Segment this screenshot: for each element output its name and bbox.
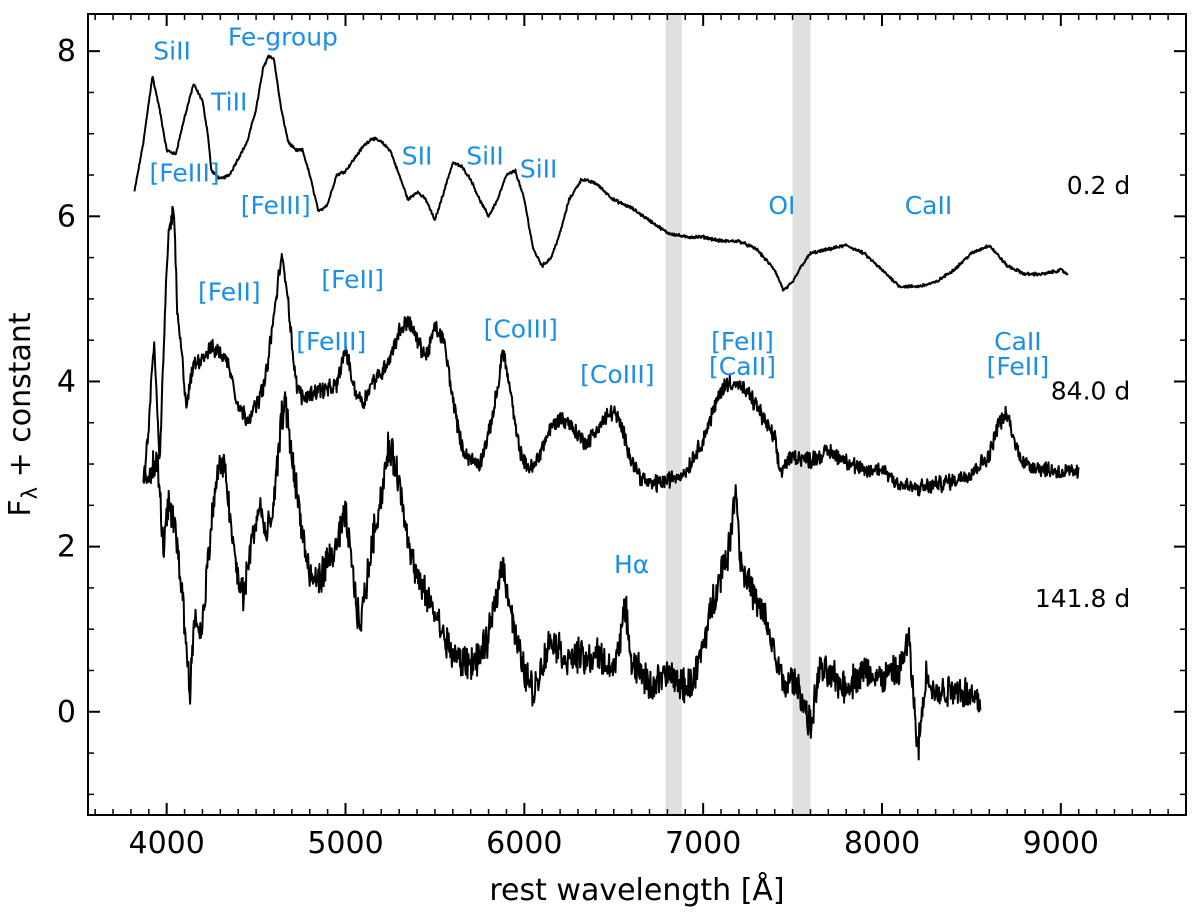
line-id-label: [FeII] — [987, 352, 1050, 381]
line-annotations: SiII Fe-group TiII [FeIII] [FeIII] SII SiII SiI… — [150, 22, 1050, 579]
line-id-label: Fe-group — [228, 22, 338, 51]
epoch-label: 84.0 d — [1051, 377, 1130, 406]
y-tick-label: 2 — [57, 530, 76, 565]
line-id-label: [FeIII] — [296, 327, 366, 356]
spectra-series — [133, 54, 1080, 761]
x-tick-label: 4000 — [129, 826, 205, 861]
line-id-label: OI — [768, 191, 795, 220]
axis-ticks: 4000 5000 6000 7000 8000 9000 0 2 4 6 8 — [57, 14, 1187, 861]
line-id-label: [FeIII] — [150, 159, 220, 188]
telluric-band — [792, 14, 811, 815]
spectrum-line — [142, 205, 1080, 497]
line-id-label: SiII — [153, 36, 191, 65]
spectrum-line — [133, 54, 1069, 292]
line-id-label: TiII — [210, 88, 247, 117]
epoch-labels: 0.2 d 84.0 d 141.8 d — [1035, 171, 1130, 613]
x-tick-label: 7000 — [665, 826, 741, 861]
line-id-label: SiII — [520, 155, 558, 184]
line-id-label: [FeII] — [321, 265, 384, 294]
line-id-label: [CoIII] — [580, 360, 654, 389]
line-id-label: [CoIII] — [484, 315, 558, 344]
x-tick-label: 9000 — [1023, 826, 1099, 861]
y-axis-label: Fλ + constant — [3, 312, 42, 517]
line-id-label: CaII — [994, 327, 1042, 356]
y-tick-label: 8 — [57, 34, 76, 69]
line-id-label: SII — [402, 141, 433, 170]
line-id-label: [FeII] — [198, 278, 261, 307]
plot-frame — [87, 13, 1187, 816]
x-tick-label: 5000 — [307, 826, 383, 861]
line-id-label: [FeIII] — [241, 191, 311, 220]
spectrum-line — [142, 391, 982, 761]
y-tick-label: 6 — [57, 199, 76, 234]
line-id-label: CaII — [905, 191, 953, 220]
y-axis-label-rest: + constant — [3, 312, 38, 487]
line-id-label: [FeII] — [711, 327, 774, 356]
line-id-label: Hα — [614, 550, 649, 579]
epoch-label: 141.8 d — [1035, 584, 1130, 613]
line-id-label: [CaII] — [709, 352, 776, 381]
x-axis-label: rest wavelength [Å] — [489, 872, 784, 908]
telluric-band — [665, 14, 682, 815]
line-id-label: SiII — [466, 141, 504, 170]
x-tick-label: 6000 — [486, 826, 562, 861]
y-tick-label: 4 — [57, 364, 76, 399]
x-tick-label: 8000 — [844, 826, 920, 861]
y-axis-label-main: F — [3, 499, 38, 516]
epoch-label: 0.2 d — [1067, 171, 1131, 200]
y-axis-label-subscript: λ — [18, 487, 42, 499]
telluric-bands — [665, 14, 811, 815]
y-tick-label: 0 — [57, 695, 76, 730]
